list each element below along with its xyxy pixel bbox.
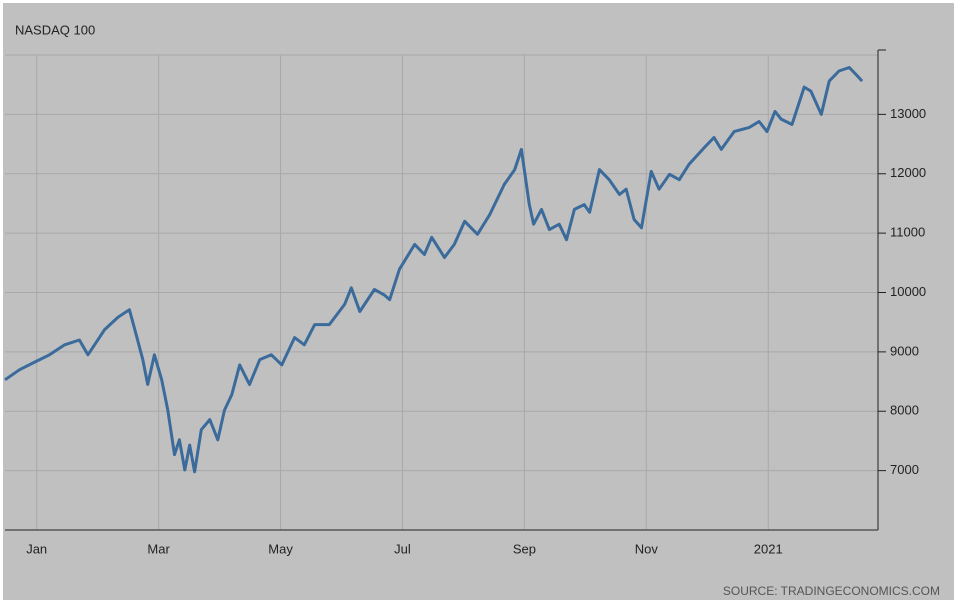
y-tick-label: 8000 bbox=[890, 403, 919, 418]
x-tick-label: Mar bbox=[147, 541, 170, 556]
chart-title: NASDAQ 100 bbox=[15, 22, 95, 37]
y-tick-label: 10000 bbox=[890, 284, 926, 299]
y-tick-label: 9000 bbox=[890, 343, 919, 358]
x-tick-label: May bbox=[268, 541, 293, 556]
source: SOURCE: TRADINGECONOMICS.COM bbox=[723, 584, 940, 598]
y-tick-label: 13000 bbox=[890, 106, 926, 121]
x-tick-label: Jul bbox=[394, 541, 411, 556]
x-tick-label: Jan bbox=[26, 541, 47, 556]
y-tick-label: 11000 bbox=[890, 225, 925, 240]
x-tick-label: Sep bbox=[513, 541, 536, 556]
line-series bbox=[4, 66, 864, 474]
background bbox=[3, 3, 954, 600]
x-tick-label: Nov bbox=[635, 541, 659, 556]
x-tick-label: 2021 bbox=[754, 541, 783, 556]
y-tick-label: 12000 bbox=[890, 165, 926, 180]
y-tick-label: 7000 bbox=[890, 462, 919, 477]
